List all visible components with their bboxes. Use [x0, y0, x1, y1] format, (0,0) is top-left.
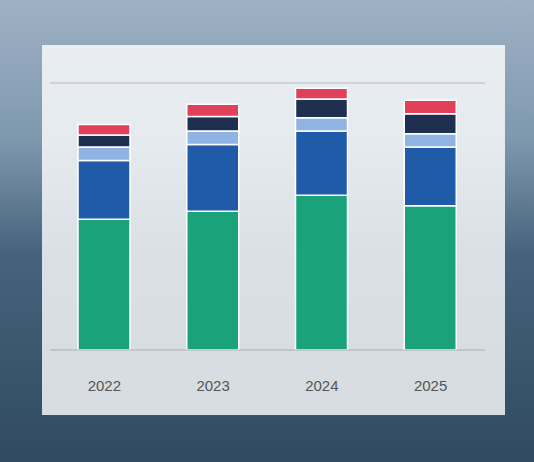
svg-text:2022: 2022 [88, 377, 121, 394]
svg-text:2023: 2023 [196, 377, 229, 394]
svg-text:2024: 2024 [305, 377, 338, 394]
svg-text:2025: 2025 [414, 377, 447, 394]
